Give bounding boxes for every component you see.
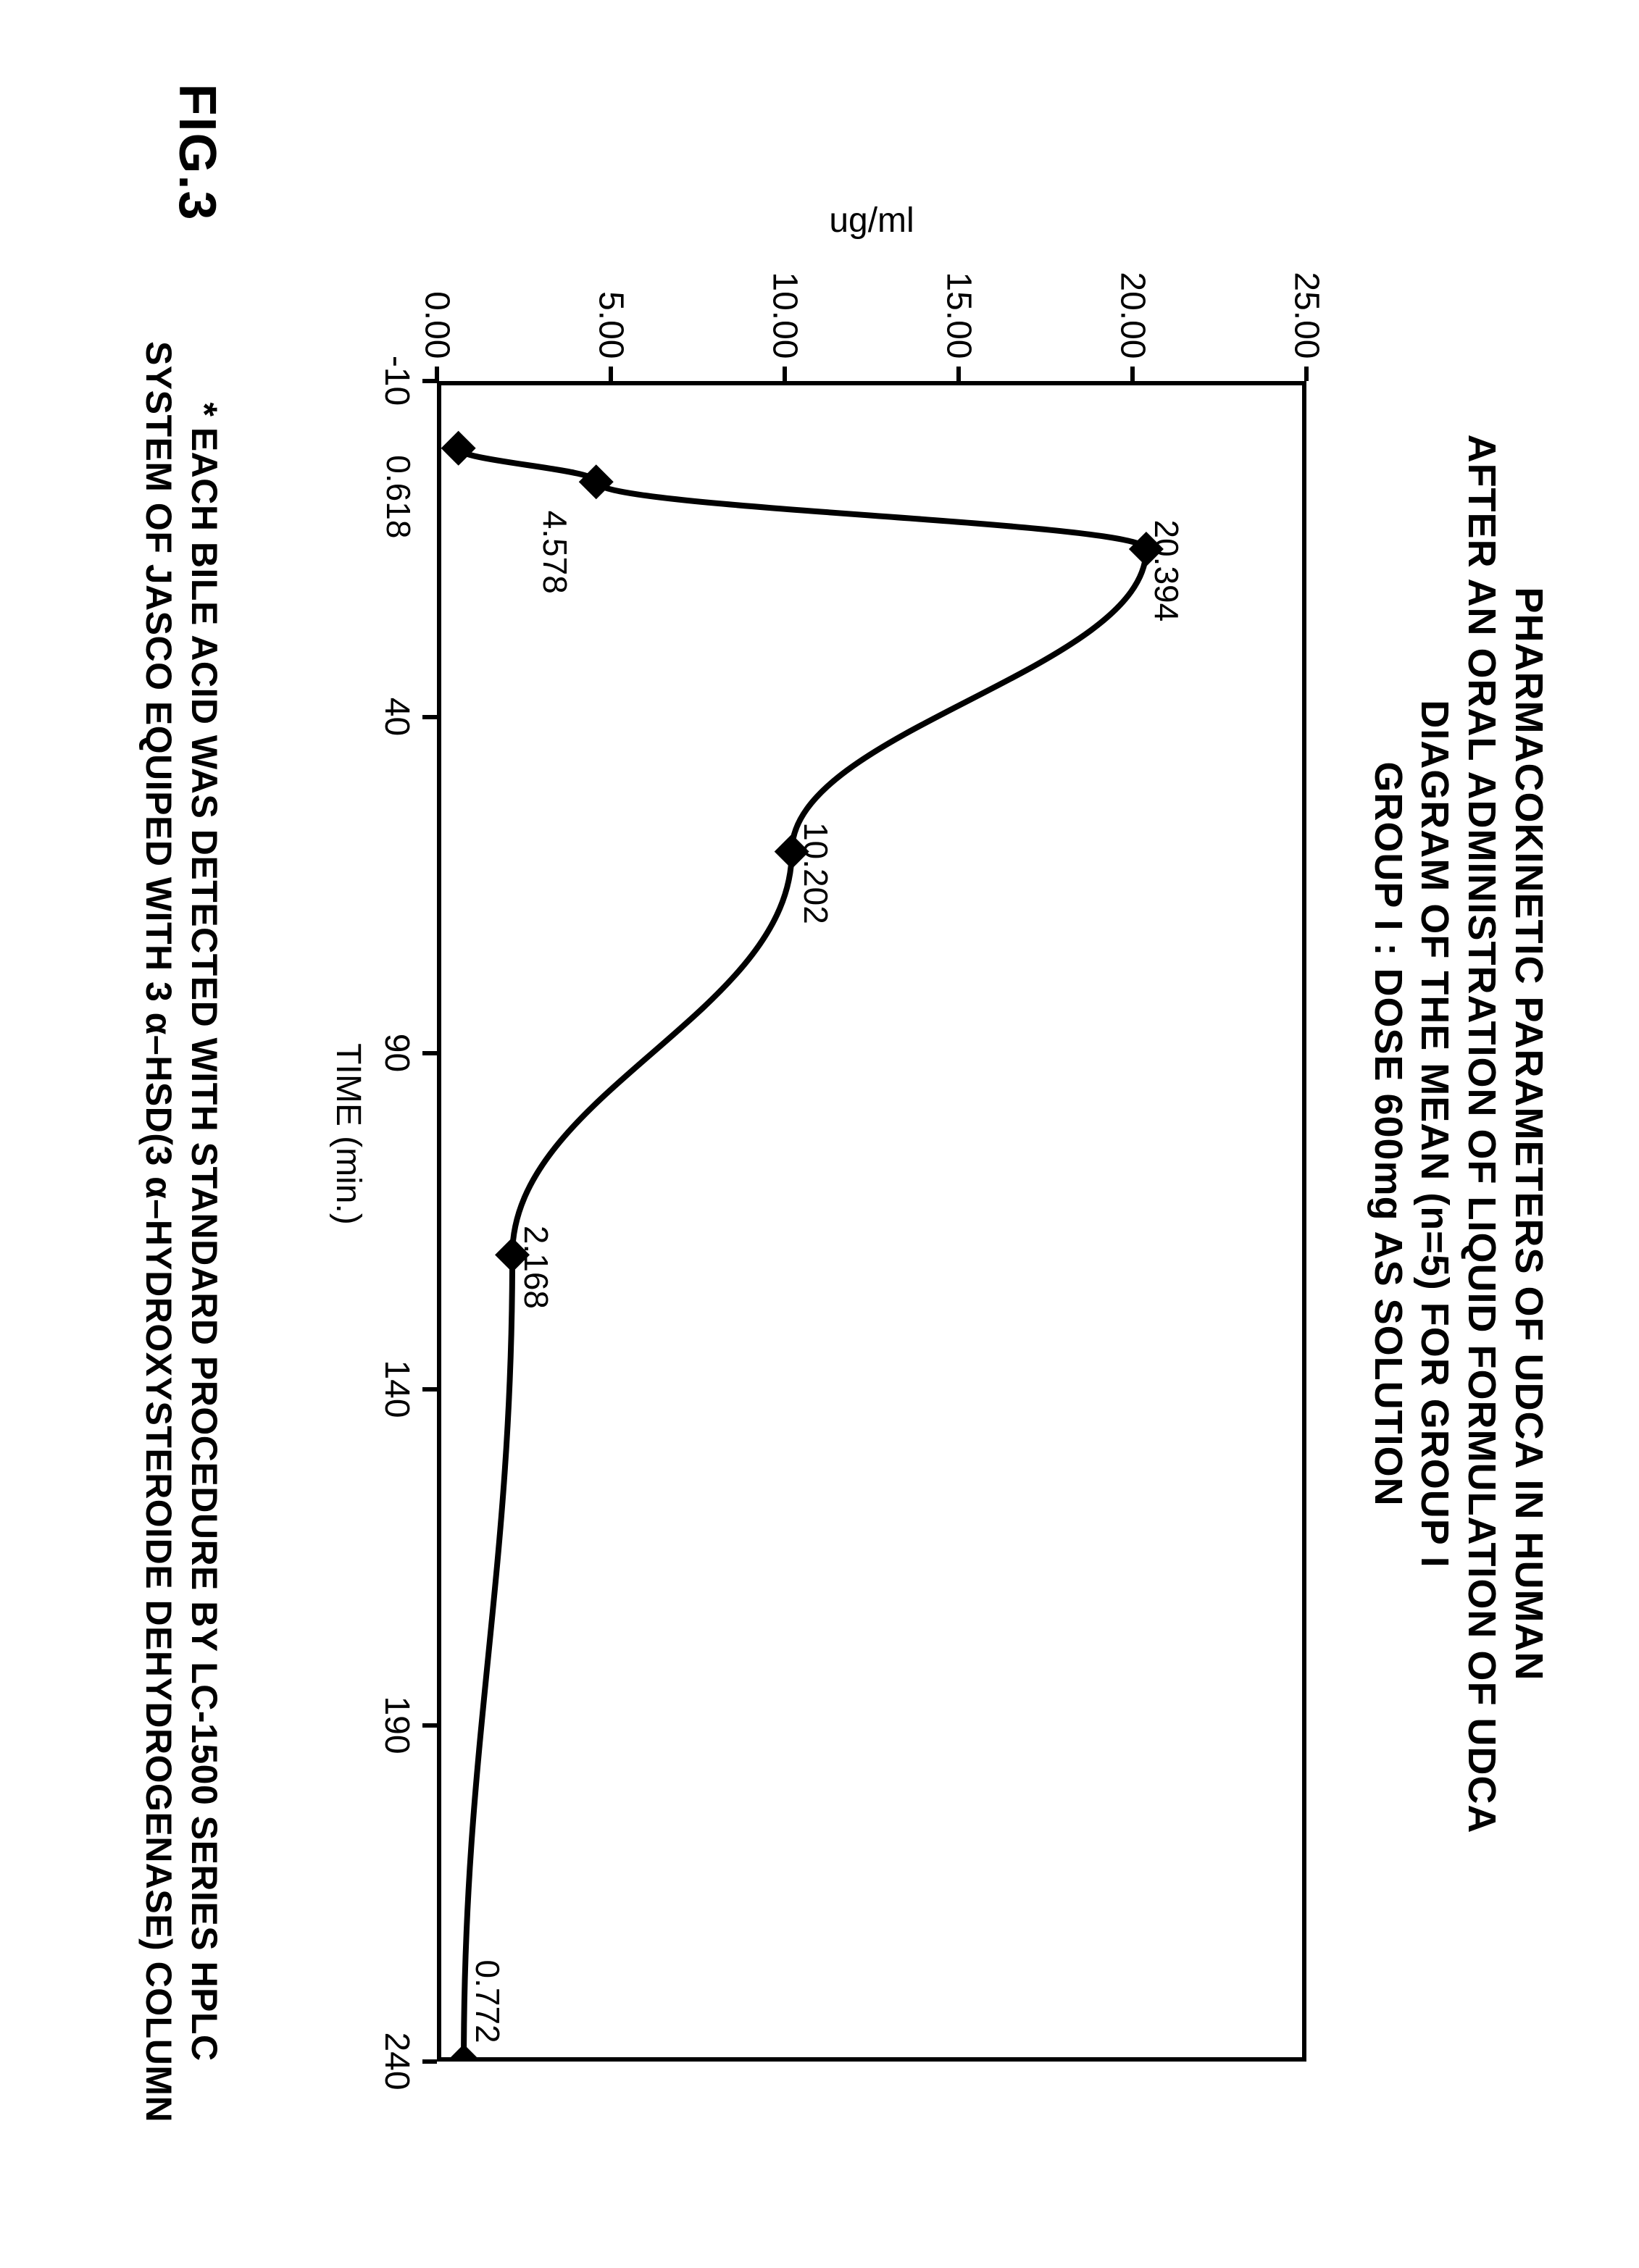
y-tick-label: 15.00 (938, 229, 978, 359)
data-label: 0.772 (468, 1960, 507, 2043)
x-tick (422, 715, 437, 719)
data-label: 4.578 (535, 511, 575, 594)
x-tick-label: 90 (377, 1034, 417, 1072)
figure-label: FIG.3 (167, 84, 227, 222)
x-tick-label: 240 (377, 2032, 417, 2090)
x-tick (422, 379, 437, 383)
x-tick (422, 1723, 437, 1728)
data-marker (441, 430, 475, 465)
y-tick-label: 5.00 (591, 229, 630, 359)
data-label: 0.618 (379, 455, 418, 538)
y-axis-title: ug/ml (829, 201, 914, 240)
x-tick-label: -10 (377, 356, 417, 406)
y-tick (956, 367, 961, 381)
x-tick-label: 140 (377, 1360, 417, 1418)
title-line-2: AFTER AN ORAL ADMINISTRATION OF LIQUID F… (1458, 435, 1505, 1834)
title-line-3: DIAGRAM OF THE MEAN (n=5) FOR GROUP I (1411, 435, 1459, 1834)
series-line (458, 448, 1146, 2061)
x-tick (422, 1387, 437, 1392)
x-tick-label: 190 (377, 1696, 417, 1754)
title-line-1: PHARMACOKINETIC PARAMETERS OF UDCA IN HU… (1505, 435, 1552, 1834)
y-tick-label: 20.00 (1112, 229, 1152, 359)
x-tick (422, 2059, 437, 2064)
footnote-line-2: SYSTEM OF JASCO EQUIPED WITH 3 α–HSD(3 α… (136, 280, 182, 2185)
x-axis-title: TIME (min.) (328, 1043, 368, 1225)
data-label: 20.394 (1147, 520, 1186, 622)
y-tick-label: 25.00 (1286, 229, 1326, 359)
footnote-line-1: * EACH BILE ACID WAS DETECTED WITH STAND… (181, 280, 227, 2185)
y-tick (1130, 367, 1135, 381)
data-marker (446, 2044, 481, 2062)
footnote: * EACH BILE ACID WAS DETECTED WITH STAND… (136, 280, 227, 2185)
y-tick (1304, 367, 1309, 381)
title-line-4: GROUP I : DOSE 600mg AS SOLUTION (1364, 435, 1411, 1834)
y-tick (783, 367, 787, 381)
y-tick-label: 10.00 (764, 229, 804, 359)
chart-svg (437, 381, 1306, 2062)
y-tick (609, 367, 613, 381)
x-tick (422, 1051, 437, 1055)
chart-title-block: PHARMACOKINETIC PARAMETERS OF UDCA IN HU… (1364, 435, 1552, 1834)
data-marker (579, 464, 614, 499)
data-label: 2.168 (517, 1226, 556, 1309)
chart-area: ug/ml TIME (min.) 0.00 5.00 10.00 15.00 20.0… (285, 156, 1335, 2112)
x-tick-label: 40 (377, 698, 417, 736)
y-tick-label: 0.00 (417, 229, 456, 359)
data-label: 10.202 (796, 822, 835, 924)
